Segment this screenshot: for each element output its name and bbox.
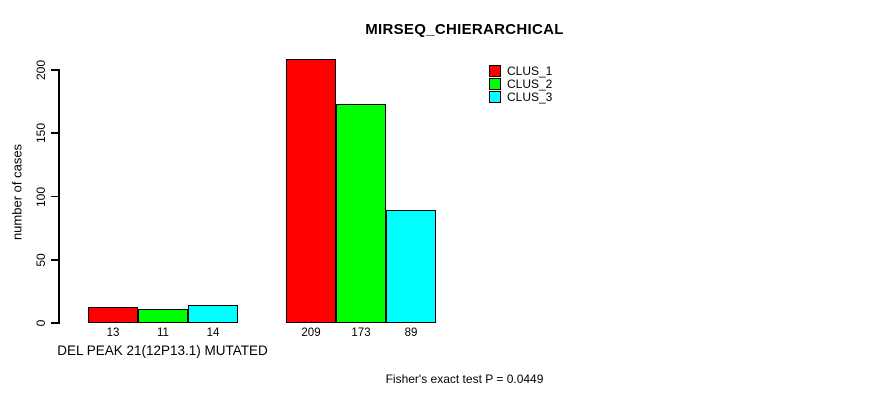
legend-item: CLUS_2 — [489, 77, 553, 92]
bar-value-label: 209 — [301, 327, 321, 339]
legend-item: CLUS_1 — [489, 64, 552, 77]
y-axis-tick-label: 50 — [34, 253, 48, 267]
bar-clus_2-group1 — [138, 309, 188, 323]
y-axis-tick-mark — [51, 195, 59, 198]
y-axis-tick-mark — [51, 132, 59, 135]
legend-item: CLUS_3 — [489, 91, 552, 104]
legend-label: CLUS_1 — [507, 63, 553, 78]
fisher-test-annotation: Fisher's exact test P = 0.0449 — [385, 372, 544, 386]
y-axis-label: number of cases — [9, 143, 25, 241]
bar-clus_3-group1 — [188, 305, 238, 323]
legend-color-swatch — [489, 64, 501, 77]
legend-label: CLUS_2 — [507, 77, 553, 92]
bar-clus_3-group2 — [386, 210, 436, 323]
bar-clus_1-group1 — [88, 306, 138, 323]
bar-clus_2-group2 — [336, 104, 386, 323]
y-axis-tick-label: 100 — [34, 186, 48, 207]
x-axis-group-label: DEL PEAK 21(12P13.1) MUTATED — [57, 343, 268, 358]
chart-title: MIRSEQ_CHIERARCHICAL — [365, 21, 564, 38]
legend: CLUS_1 CLUS_2 CLUS_3 — [489, 64, 552, 104]
bar-value-label: 11 — [157, 327, 169, 339]
y-axis-tick-mark — [51, 69, 59, 71]
legend-label: CLUS_3 — [507, 90, 553, 105]
legend-color-swatch — [489, 91, 501, 104]
bar-value-label: 89 — [404, 327, 418, 339]
y-axis-tick-label: 0 — [34, 319, 48, 327]
bar-value-label: 173 — [351, 327, 371, 339]
bar-clus_1-group2 — [286, 58, 336, 323]
y-axis-tick-label: 200 — [34, 59, 48, 81]
y-axis-tick-mark — [51, 322, 59, 324]
legend-color-swatch — [489, 78, 501, 91]
bar-value-label: 13 — [106, 327, 120, 339]
bar-value-label: 14 — [206, 327, 220, 339]
y-axis-tick-mark — [51, 258, 59, 261]
y-axis-tick-label: 150 — [34, 123, 48, 144]
